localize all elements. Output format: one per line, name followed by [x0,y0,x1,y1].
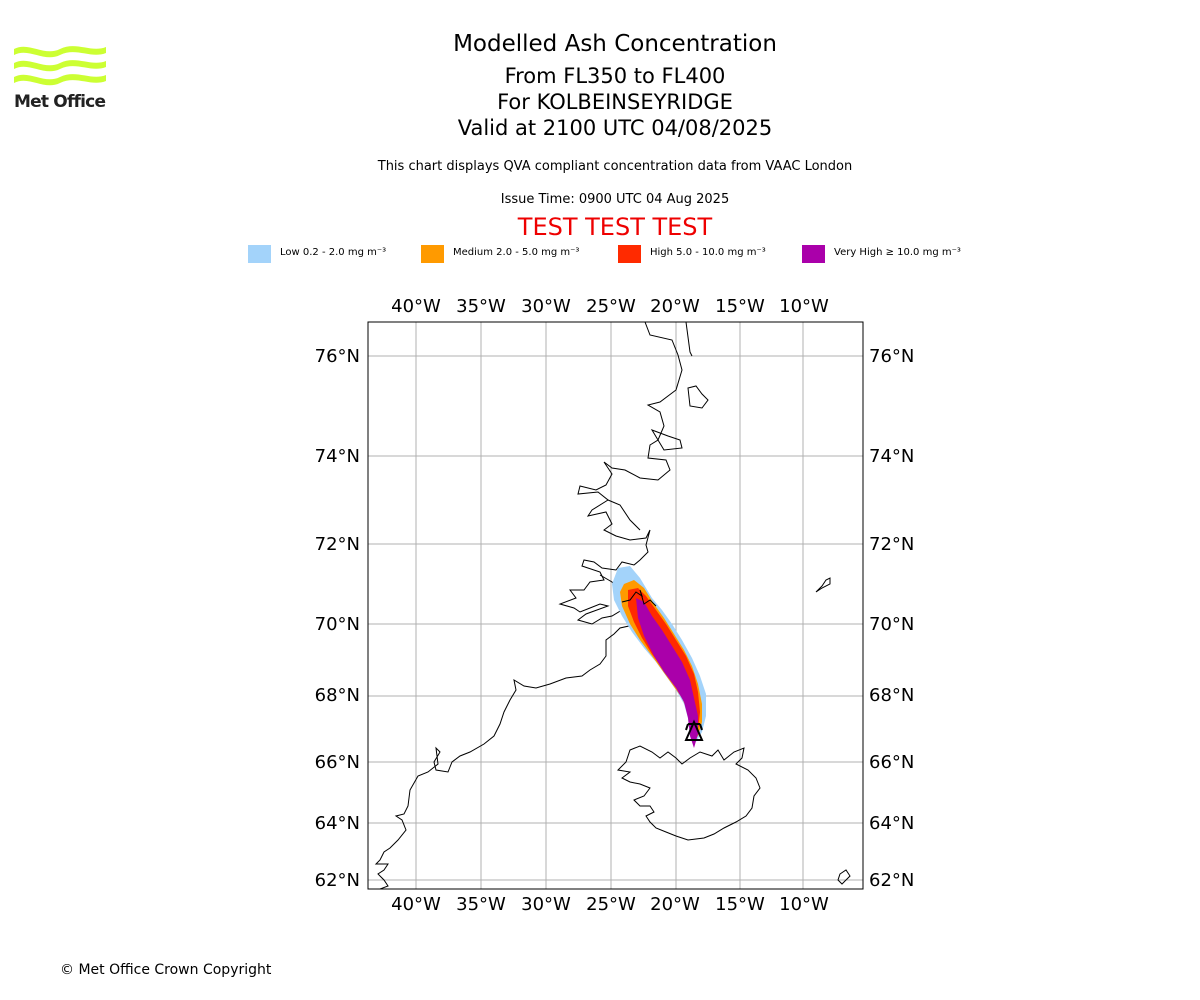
copyright-notice: © Met Office Crown Copyright [60,962,272,978]
lat-label-left-66n: 66°N [315,752,360,773]
lat-label-right-72n: 72°N [869,534,914,555]
lon-label-top-30w: 30°W [521,296,571,317]
lon-label-bottom-40w: 40°W [391,894,441,915]
logo-text: Met Office [14,92,106,112]
lon-label-top-15w: 15°W [715,296,765,317]
lon-label-top-35w: 35°W [456,296,506,317]
lon-label-bottom-25w: 25°W [586,894,636,915]
volcano-icon [684,719,704,741]
greenland-coastline [374,322,683,889]
iceland-coastline [616,745,761,841]
lon-label-bottom-35w: 35°W [456,894,506,915]
chart-title: Modelled Ash Concentration [453,31,777,57]
lat-label-right-76n: 76°N [869,346,914,367]
lon-label-bottom-20w: 20°W [650,894,700,915]
greenland-island-3 [650,429,683,451]
lat-label-right-70n: 70°N [869,614,914,635]
lat-label-left-68n: 68°N [315,685,360,706]
volcano-name: For KOLBEINSEYRIDGE [497,90,733,114]
legend-swatch-low [248,245,271,263]
test-banner: TEST TEST TEST [517,213,713,241]
lon-label-bottom-10w: 10°W [779,894,829,915]
legend-label-low: Low 0.2 - 2.0 mg m⁻³ [280,247,387,258]
legend-swatch-very-high [802,245,825,263]
flight-levels: From FL350 to FL400 [504,64,726,88]
jan-mayen-island [815,577,831,593]
issue-time: Issue Time: 0900 UTC 04 Aug 2025 [500,192,730,207]
greenland-island-2 [687,385,709,409]
lat-label-left-76n: 76°N [315,346,360,367]
greenland-fjord-2 [607,499,641,531]
lon-label-bottom-15w: 15°W [715,894,765,915]
legend-swatch-high [618,245,641,263]
lon-label-top-25w: 25°W [586,296,636,317]
lat-label-right-62n: 62°N [869,870,914,891]
lat-label-left-72n: 72°N [315,534,360,555]
map-frame [367,321,864,890]
ash-zone-very-high [636,598,698,748]
legend-label-medium: Medium 2.0 - 5.0 mg m⁻³ [453,247,580,258]
valid-time: Valid at 2100 UTC 04/08/2025 [457,116,773,140]
legend-swatch-medium [421,245,444,263]
lon-label-top-40w: 40°W [391,296,441,317]
subtitle: This chart displays QVA compliant concen… [377,159,853,174]
lat-label-right-66n: 66°N [869,752,914,773]
map-area [368,322,863,889]
faroe-islands [837,869,851,885]
greenland-island-1 [685,322,693,357]
lat-label-right-64n: 64°N [869,813,914,834]
lat-label-left-64n: 64°N [315,813,360,834]
met-office-logo [14,46,106,86]
lat-label-right-74n: 74°N [869,446,914,467]
lat-label-left-74n: 74°N [315,446,360,467]
plume-coastline-overlay [621,589,657,607]
lat-label-left-70n: 70°N [315,614,360,635]
lon-label-bottom-30w: 30°W [521,894,571,915]
graticule [368,322,863,889]
lat-label-left-62n: 62°N [315,870,360,891]
legend-label-very-high: Very High ≥ 10.0 mg m⁻³ [834,247,961,258]
lon-label-top-10w: 10°W [779,296,829,317]
lat-label-right-68n: 68°N [869,685,914,706]
legend-label-high: High 5.0 - 10.0 mg m⁻³ [650,247,766,258]
lon-label-top-20w: 20°W [650,296,700,317]
